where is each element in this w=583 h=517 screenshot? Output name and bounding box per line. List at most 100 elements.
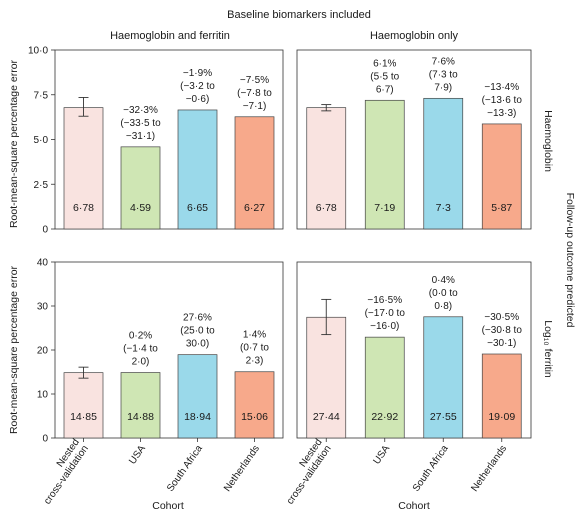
bar xyxy=(120,146,161,230)
panel-1: 6·78 7·19 6·1% (5·5 to 6·7) 7·3 7·6% (7·3 to 7·9… xyxy=(296,49,532,230)
bar-value-label: 27·55 xyxy=(430,411,457,423)
bar-value-label: 6·78 xyxy=(316,202,337,214)
panel-3: 27·44 Nestedcross-validation 22·92 −16·5% (−… xyxy=(276,261,532,507)
bar-value-label: 14·88 xyxy=(127,411,154,423)
bar-annotation: −7·5% xyxy=(240,75,269,86)
panel-frame xyxy=(296,49,532,230)
bar-annotation: (0·0 to xyxy=(429,288,458,299)
x-axis-title-right: Cohort xyxy=(398,500,430,512)
x-tick-label-line: Netherlands xyxy=(469,443,509,493)
panel-0: 0 2·5 5·0 7·5 10·0 6·78 4·59 −32·3% (−33·5 to −31… xyxy=(28,46,284,236)
bar xyxy=(234,371,275,439)
bar-value-label: 27·44 xyxy=(313,411,340,423)
x-tick-label-line: Netherlands xyxy=(222,443,262,493)
y-tick-label: 2·5 xyxy=(34,180,49,191)
x-tick-label: Nestedcross-validation xyxy=(276,437,334,507)
x-tick-label: South Africa xyxy=(165,443,205,494)
y-axis-title-bottom: Root-mean-square percentage error xyxy=(8,265,20,434)
column-title-haemoglobin-only: Haemoglobin only xyxy=(370,30,459,42)
y-tick-label: 5·0 xyxy=(34,135,49,146)
bar-annotation: (7·3 to xyxy=(429,69,458,80)
bar-annotation: (25·0 to xyxy=(180,326,215,337)
bar xyxy=(63,372,104,439)
x-tick-label: USA xyxy=(371,443,392,466)
bar-value-label: 7·19 xyxy=(374,202,395,214)
bar-annotation: (5·5 to xyxy=(370,71,399,82)
bar-annotation: (−30·8 to xyxy=(482,325,523,336)
y-tick-label: 40 xyxy=(37,258,49,269)
bar-annotation: −31·1) xyxy=(126,131,155,142)
bar-annotation: 0·2% xyxy=(129,331,152,342)
bar-annotation: 2·0) xyxy=(132,357,150,368)
bar-annotation: −16·5% xyxy=(367,295,402,306)
bar-value-label: 4·59 xyxy=(130,202,151,214)
bar xyxy=(423,316,464,439)
bar-value-label: 5·87 xyxy=(491,202,512,214)
y-tick-label: 20 xyxy=(37,346,49,357)
bar-value-label: 15·06 xyxy=(241,411,268,423)
bar-annotation: 2·3) xyxy=(246,356,264,367)
bar-annotation: −13·4% xyxy=(484,82,519,93)
x-tick-label: Netherlands xyxy=(469,443,509,493)
bar-value-label: 6·65 xyxy=(187,202,208,214)
bar-value-label: 6·78 xyxy=(73,202,94,214)
bar-annotation: 1·4% xyxy=(243,330,266,341)
bar-value-label: 22·92 xyxy=(371,411,398,423)
panel-frame xyxy=(296,261,532,439)
y-tick-label: 0 xyxy=(42,225,48,236)
bar-annotation: 0·8) xyxy=(434,301,452,312)
row-label-haemoglobin: Haemoglobin xyxy=(542,110,554,172)
bar-value-label: 19·09 xyxy=(488,411,515,423)
bar-value-label: 6·27 xyxy=(244,202,265,214)
bar xyxy=(364,336,405,439)
bar-annotation: −30·5% xyxy=(484,312,519,323)
bar xyxy=(234,116,275,230)
bar-annotation: 6·7) xyxy=(376,84,394,95)
bar-value-label: 18·94 xyxy=(184,411,211,423)
x-tick-label: Netherlands xyxy=(222,443,262,493)
y-tick-label: 10·0 xyxy=(28,46,48,57)
bar xyxy=(364,99,405,230)
right-axis-title: Follow-up outcome predicted xyxy=(564,193,576,328)
y-tick-label: 7·5 xyxy=(34,90,49,101)
x-tick-label-line: USA xyxy=(371,443,392,466)
x-tick-label: Nestedcross-validation xyxy=(33,437,91,507)
bar-annotation: 7·9) xyxy=(434,82,452,93)
bar-annotation: 6·1% xyxy=(373,58,396,69)
y-axis-title-top: Root-mean-square percentage error xyxy=(8,59,20,228)
y-tick-label: 30 xyxy=(37,302,49,313)
x-tick-label: South Africa xyxy=(411,443,451,494)
bar-annotation: 0·4% xyxy=(432,275,455,286)
bar xyxy=(423,97,464,230)
x-tick-label-line: South Africa xyxy=(165,443,205,494)
bar-value-label: 7·3 xyxy=(436,202,451,214)
bar-annotation: (−1·4 to xyxy=(123,344,158,355)
bar-annotation: −13·3) xyxy=(487,108,516,119)
bar-annotation: 30·0) xyxy=(186,339,209,350)
bar-annotation: (−33·5 to xyxy=(120,118,161,129)
bar-annotation: 7·6% xyxy=(432,56,455,67)
bar xyxy=(177,354,218,439)
bar xyxy=(177,109,218,230)
bar-annotation: 27·6% xyxy=(183,313,212,324)
bar-annotation: −16·0) xyxy=(370,321,399,332)
bar-annotation: −7·1) xyxy=(243,101,267,112)
bar-annotation: −0·6) xyxy=(186,94,210,105)
row-label-log10-ferritin: Log₁₀ ferritin xyxy=(542,320,554,378)
bar-value-label: 14·85 xyxy=(70,411,97,423)
bar xyxy=(120,372,161,439)
x-tick-label: USA xyxy=(127,443,148,466)
bar xyxy=(306,107,347,230)
bar-annotation: −30·1) xyxy=(487,338,516,349)
bar-annotation: −32·3% xyxy=(123,105,158,116)
x-tick-label-line: USA xyxy=(127,443,148,466)
x-axis-title-left: Cohort xyxy=(152,500,184,512)
panel-2: 0 10 20 30 40 14·85 Nestedcross-validation 14·8… xyxy=(33,258,284,507)
column-title-haemoglobin-and-ferritin: Haemoglobin and ferritin xyxy=(110,30,230,42)
y-tick-label: 10 xyxy=(37,390,49,401)
bar xyxy=(306,316,347,439)
bar xyxy=(481,353,522,439)
x-tick-label-line: South Africa xyxy=(411,443,451,494)
y-tick-label: 0 xyxy=(42,434,48,445)
